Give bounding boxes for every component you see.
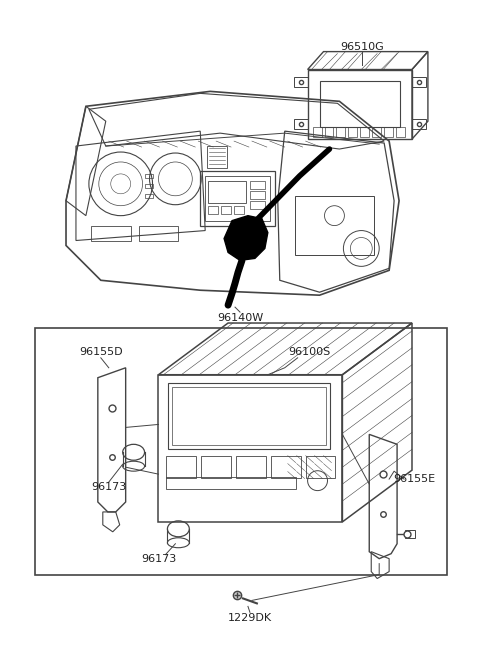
Bar (348, 127, 357, 137)
Bar (168, 383, 330, 449)
Bar (250, 191, 265, 198)
Bar (35, 328, 447, 574)
Bar (144, 194, 153, 198)
Text: 96510G: 96510G (340, 42, 384, 52)
Bar (396, 127, 405, 137)
Bar (250, 181, 265, 189)
Text: 1229DK: 1229DK (228, 613, 272, 624)
Bar (320, 81, 400, 127)
Text: 96100S: 96100S (288, 347, 331, 357)
Bar (208, 206, 218, 214)
Bar (139, 225, 179, 240)
Bar (144, 184, 153, 188)
Bar (372, 127, 381, 137)
Bar (250, 200, 265, 209)
Bar (221, 206, 231, 214)
Bar (308, 69, 412, 139)
Bar (167, 456, 196, 477)
Bar (295, 196, 374, 255)
Text: 96155D: 96155D (79, 347, 122, 357)
Bar (312, 127, 322, 137)
Bar (158, 375, 342, 522)
Polygon shape (224, 215, 268, 261)
Bar (234, 206, 244, 214)
Bar (200, 171, 275, 225)
Bar (91, 225, 131, 240)
Bar (172, 386, 326, 445)
Bar (294, 77, 308, 87)
Bar (412, 77, 426, 87)
Bar (384, 127, 393, 137)
Bar (167, 477, 296, 489)
Bar (306, 456, 336, 477)
Text: 96140W: 96140W (217, 313, 263, 323)
Bar (205, 176, 270, 221)
Bar (324, 127, 334, 137)
Text: 96173: 96173 (91, 482, 126, 492)
Bar (294, 119, 308, 129)
Bar (201, 456, 231, 477)
Bar (405, 530, 415, 538)
Bar (360, 127, 369, 137)
Bar (271, 456, 300, 477)
Bar (208, 181, 246, 203)
Bar (336, 127, 346, 137)
Bar (412, 119, 426, 129)
Text: 96173: 96173 (141, 553, 176, 564)
Text: 96155E: 96155E (393, 474, 435, 484)
Bar (207, 146, 227, 168)
Bar (236, 456, 266, 477)
Bar (144, 174, 153, 178)
